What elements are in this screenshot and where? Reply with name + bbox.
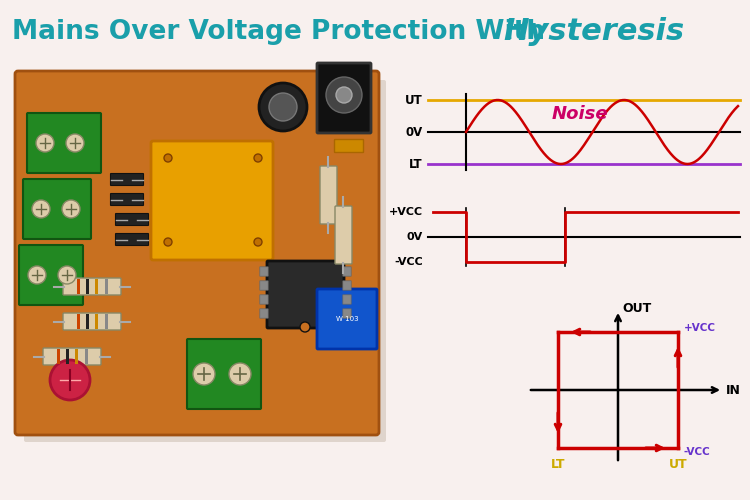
Circle shape	[62, 200, 80, 218]
FancyBboxPatch shape	[267, 261, 344, 328]
Circle shape	[254, 238, 262, 246]
FancyBboxPatch shape	[63, 313, 121, 330]
Text: LT: LT	[410, 158, 423, 170]
Text: 0V: 0V	[406, 232, 423, 242]
Circle shape	[259, 83, 307, 131]
Text: 0V: 0V	[406, 126, 423, 138]
FancyBboxPatch shape	[19, 245, 83, 305]
Text: -VCC: -VCC	[394, 257, 423, 267]
Circle shape	[58, 266, 76, 284]
Text: Noise: Noise	[552, 105, 608, 123]
Circle shape	[193, 363, 215, 385]
FancyBboxPatch shape	[187, 339, 261, 409]
Circle shape	[229, 363, 251, 385]
FancyBboxPatch shape	[94, 279, 98, 294]
FancyBboxPatch shape	[104, 279, 107, 294]
FancyBboxPatch shape	[76, 279, 80, 294]
FancyBboxPatch shape	[110, 194, 143, 205]
FancyBboxPatch shape	[116, 234, 148, 245]
FancyBboxPatch shape	[56, 349, 59, 364]
FancyBboxPatch shape	[85, 349, 88, 364]
Circle shape	[66, 134, 84, 152]
FancyBboxPatch shape	[343, 281, 351, 290]
Text: W 103: W 103	[336, 316, 358, 322]
Circle shape	[50, 360, 90, 400]
FancyBboxPatch shape	[343, 295, 351, 304]
FancyBboxPatch shape	[74, 349, 77, 364]
Circle shape	[164, 154, 172, 162]
Text: LT: LT	[550, 458, 566, 470]
FancyBboxPatch shape	[104, 314, 107, 329]
FancyBboxPatch shape	[86, 314, 88, 329]
FancyBboxPatch shape	[334, 140, 364, 152]
FancyBboxPatch shape	[76, 314, 80, 329]
Text: Hysteresis: Hysteresis	[503, 18, 684, 46]
FancyBboxPatch shape	[86, 279, 88, 294]
FancyBboxPatch shape	[116, 214, 148, 226]
FancyBboxPatch shape	[151, 141, 273, 260]
Text: -VCC: -VCC	[684, 447, 711, 457]
Circle shape	[28, 266, 46, 284]
FancyBboxPatch shape	[24, 80, 386, 442]
FancyBboxPatch shape	[343, 267, 351, 276]
Text: UT: UT	[405, 94, 423, 106]
Circle shape	[269, 93, 297, 121]
FancyBboxPatch shape	[260, 309, 268, 318]
Circle shape	[326, 77, 362, 113]
FancyBboxPatch shape	[260, 267, 268, 276]
FancyBboxPatch shape	[110, 174, 143, 186]
FancyBboxPatch shape	[23, 179, 91, 239]
Text: +VCC: +VCC	[388, 207, 423, 217]
Circle shape	[336, 87, 352, 103]
Circle shape	[36, 134, 54, 152]
FancyBboxPatch shape	[317, 63, 371, 133]
Text: UT: UT	[669, 458, 687, 470]
FancyBboxPatch shape	[63, 278, 121, 295]
FancyBboxPatch shape	[335, 206, 352, 264]
FancyBboxPatch shape	[343, 309, 351, 318]
FancyBboxPatch shape	[43, 348, 101, 365]
FancyBboxPatch shape	[320, 166, 337, 224]
Text: OUT: OUT	[622, 302, 651, 314]
FancyBboxPatch shape	[260, 295, 268, 304]
Circle shape	[32, 200, 50, 218]
FancyBboxPatch shape	[94, 314, 98, 329]
Text: Mains Over Voltage Protection With: Mains Over Voltage Protection With	[12, 19, 554, 45]
FancyBboxPatch shape	[27, 113, 101, 173]
Text: +VCC: +VCC	[684, 323, 716, 333]
Circle shape	[300, 322, 310, 332]
FancyBboxPatch shape	[65, 349, 68, 364]
Text: IN: IN	[726, 384, 741, 396]
FancyBboxPatch shape	[15, 71, 379, 435]
Circle shape	[254, 154, 262, 162]
FancyBboxPatch shape	[317, 289, 377, 349]
Circle shape	[164, 238, 172, 246]
FancyBboxPatch shape	[260, 281, 268, 290]
